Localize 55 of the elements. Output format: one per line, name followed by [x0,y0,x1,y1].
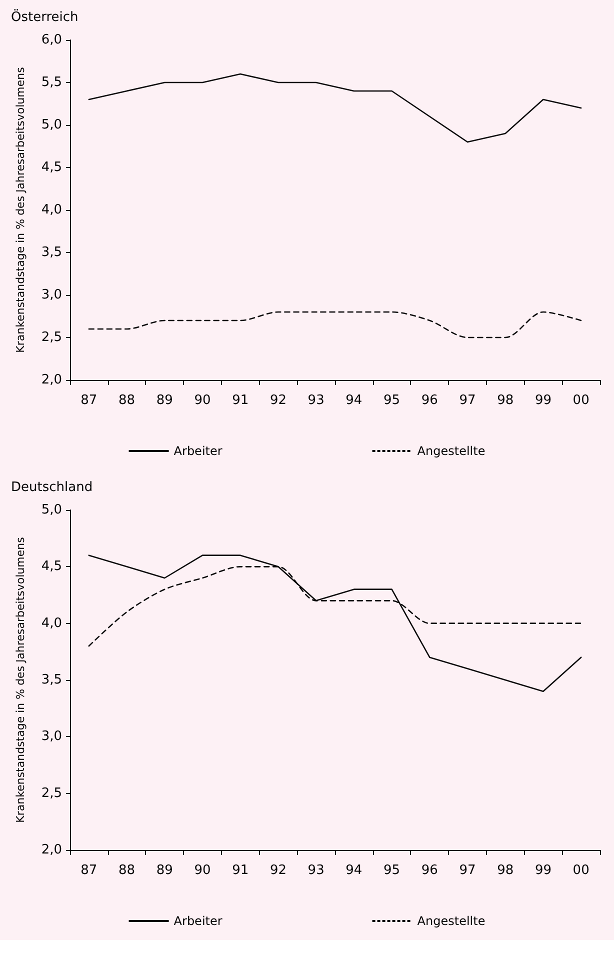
x-tick-label: 88 [118,393,136,408]
x-tick-label: 98 [497,393,514,408]
y-tick-label: 2,0 [41,842,62,858]
line-series [88,554,582,692]
y-axis-title: Krankenstandstage in % des Jahresarbeitsvolumens [14,66,27,353]
x-tick-label: 91 [232,863,249,878]
x-tick-label: 87 [80,863,98,878]
x-tick-label: 98 [497,863,514,878]
line-series [88,311,582,338]
y-tick-label: 5,0 [41,118,62,132]
y-tick-label: 2,0 [41,372,62,388]
y-tick-label: 3,0 [41,729,62,744]
x-tick-label: 97 [459,393,476,408]
x-tick-label: 90 [194,393,211,408]
x-tick-label: 95 [384,393,400,408]
y-tick-label: 5,5 [41,75,62,90]
x-tick-label: 93 [308,863,324,878]
y-tick-label: 3,5 [41,672,62,688]
y-tick-label: 6,0 [41,32,62,48]
legend-label: Angestellte [417,444,486,458]
x-tick-label: 95 [384,863,400,878]
x-tick-label: 96 [421,393,438,408]
x-tick-label: 97 [459,863,476,878]
legend-label: Arbeiter [174,914,222,928]
y-tick-label: 4,5 [41,160,62,175]
y-tick-label: 4,5 [41,559,62,574]
x-tick-label: 99 [534,863,552,878]
x-tick-label: 00 [572,863,590,878]
y-tick-label: 4,0 [41,202,62,218]
x-tick-label: 89 [156,393,173,408]
y-tick-label: 3,5 [41,245,62,260]
x-tick-label: 89 [156,863,173,878]
line-series [88,73,582,143]
x-tick-label: 94 [346,393,362,408]
chart-title: Deutschland [11,480,93,495]
y-tick-label: 5,0 [41,502,62,518]
y-tick-label: 3,0 [41,288,62,302]
x-tick-label: 96 [421,863,438,878]
x-tick-label: 94 [346,863,362,878]
x-tick-label: 87 [80,393,98,408]
legend-label: Arbeiter [174,444,222,458]
x-tick-label: 92 [270,393,286,408]
y-axis-title: Krankenstandstage in % des Jahresarbeitsvolumens [14,536,27,823]
y-tick-label: 2,5 [41,786,62,801]
x-tick-label: 90 [194,863,211,878]
x-tick-label: 99 [534,393,552,408]
legend-label: Angestellte [417,914,486,928]
x-tick-label: 91 [232,393,249,408]
x-tick-label: 88 [118,863,136,878]
y-tick-label: 4,0 [41,616,62,631]
x-tick-label: 00 [572,393,590,408]
y-tick-label: 2,5 [41,330,62,345]
chart-title: Österreich [11,9,78,25]
x-tick-label: 92 [270,863,286,878]
x-tick-label: 93 [308,393,324,408]
